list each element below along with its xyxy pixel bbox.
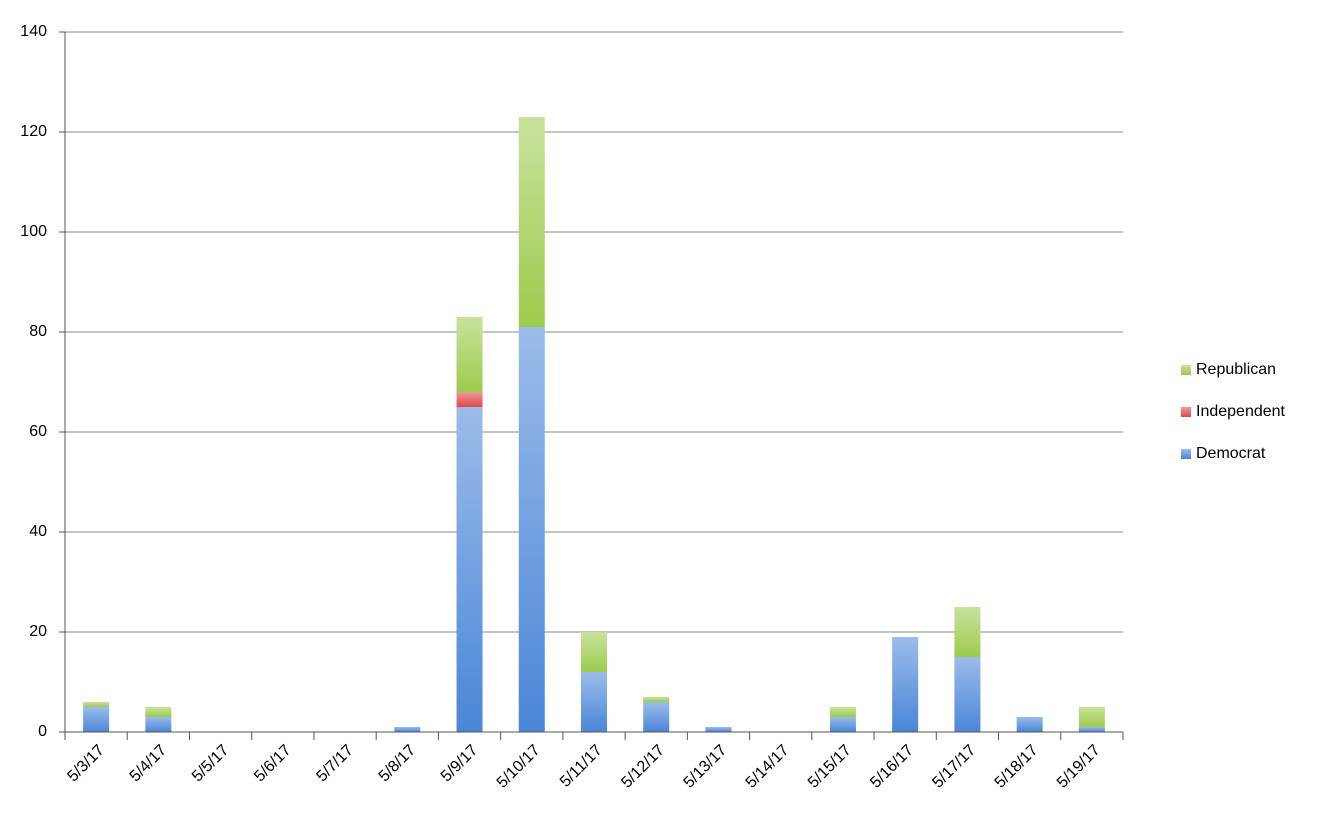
x-tick-label: 5/17/17: [929, 742, 979, 792]
x-tick-label: 5/19/17: [1054, 742, 1104, 792]
bar-segment: [456, 392, 483, 407]
x-tick-label: 5/11/17: [557, 742, 606, 791]
x-tick-label: 5/6/17: [251, 742, 295, 786]
bar-segment: [829, 707, 856, 717]
bar-segment: [643, 702, 670, 732]
bar-segment: [394, 727, 421, 732]
bar-segment: [581, 632, 607, 672]
bar-segment: [145, 717, 172, 732]
x-tick-label: 5/13/17: [681, 742, 731, 792]
bar-segment: [83, 702, 110, 707]
bar-segment: [456, 407, 483, 732]
x-tick-label: 5/18/17: [992, 742, 1042, 792]
legend-swatch: [1181, 449, 1191, 459]
x-tick-label: 5/16/17: [867, 742, 917, 792]
legend-label: Democrat: [1196, 445, 1266, 462]
bar-segment: [1078, 707, 1105, 727]
y-tick-label: 20: [29, 623, 47, 640]
bar-segment: [518, 327, 545, 732]
legend-swatch: [1181, 365, 1191, 375]
x-tick-label: 5/15/17: [805, 742, 855, 792]
bar-segment: [1078, 727, 1105, 732]
x-tick-label: 5/14/17: [743, 742, 793, 792]
bar-segment: [581, 672, 607, 732]
y-tick-label: 80: [29, 323, 47, 340]
bar-segment: [518, 117, 545, 327]
x-tick-label: 5/4/17: [127, 742, 171, 786]
y-tick-label: 0: [38, 723, 47, 740]
legend-label: Republican: [1196, 361, 1276, 378]
y-tick-label: 120: [20, 123, 47, 140]
x-tick-label: 5/7/17: [313, 742, 357, 786]
bar-segment: [705, 727, 732, 732]
legend-swatch: [1181, 407, 1191, 417]
bar-segment: [1016, 717, 1043, 732]
x-tick-label: 5/8/17: [376, 742, 420, 786]
bar-segment: [954, 607, 981, 657]
y-tick-label: 60: [29, 423, 47, 440]
bar-segment: [643, 697, 670, 702]
bar-segment: [456, 317, 483, 392]
y-tick-label: 100: [20, 223, 47, 240]
bar-segment: [83, 707, 110, 732]
y-tick-label: 140: [20, 23, 47, 40]
x-tick-label: 5/10/17: [494, 742, 544, 792]
legend-label: Independent: [1196, 403, 1286, 420]
y-tick-label: 40: [29, 523, 47, 540]
bar-segment: [145, 707, 172, 717]
bar-segment: [954, 657, 981, 732]
x-tick-label: 5/12/17: [618, 742, 668, 792]
bar-segment: [829, 717, 856, 732]
x-tick-label: 5/9/17: [438, 742, 482, 786]
x-tick-label: 5/3/17: [64, 742, 108, 786]
bar-segment: [892, 637, 919, 732]
x-tick-label: 5/5/17: [189, 742, 233, 786]
